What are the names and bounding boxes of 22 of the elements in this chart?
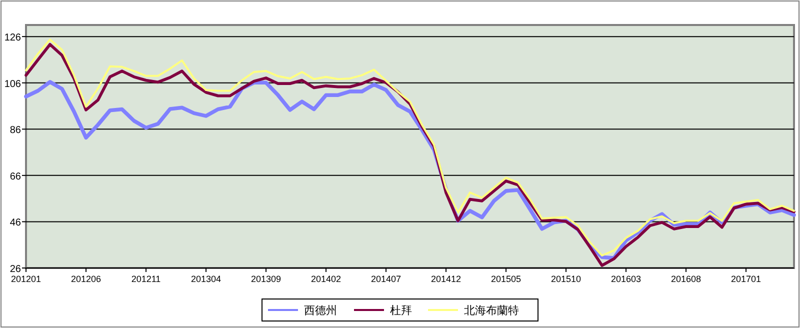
x-tick-label: 201402 [310,274,342,284]
y-tick-label: 86 [10,125,22,136]
x-tick-label: 201309 [250,274,282,284]
x-tick-label: 201304 [190,274,222,284]
legend-label: 北海布蘭特 [464,304,519,317]
x-tick-label: 201412 [430,274,462,284]
x-tick-label: 201510 [550,274,582,284]
y-tick-label: 26 [10,264,22,275]
x-tick-label: 201407 [370,274,402,284]
x-tick-label: 201701 [730,274,762,284]
y-tick-label: 106 [4,78,22,90]
y-tick-label: 126 [4,32,22,44]
x-tick-label: 201505 [490,274,522,284]
x-tick-label: 201211 [131,274,161,284]
legend-label: 杜拜 [390,305,412,317]
y-tick-label: 66 [10,171,22,182]
x-tick-label: 201608 [670,274,702,284]
x-tick-label: 201201 [10,274,42,284]
y-tick-label: 46 [10,218,22,229]
x-tick-label: 201603 [610,274,642,284]
x-tick-label: 201206 [70,274,102,284]
legend-label: 西德州 [304,304,337,317]
